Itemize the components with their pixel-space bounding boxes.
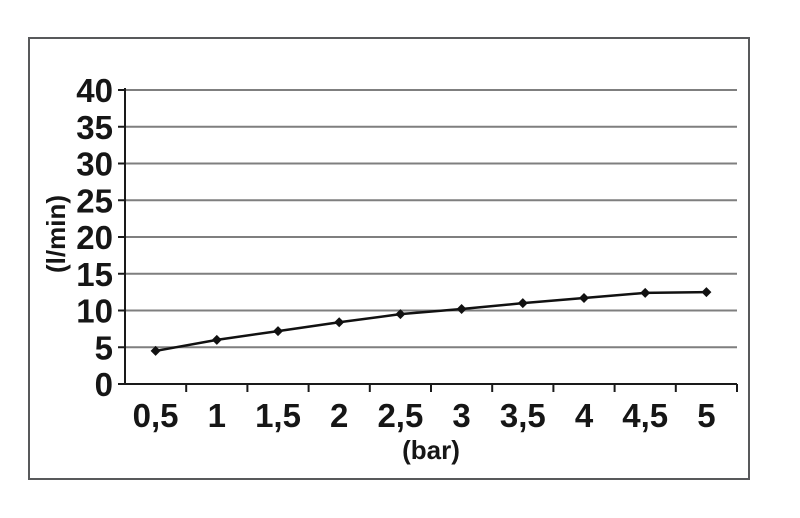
y-tick-label-25: 25 (76, 182, 113, 219)
x-axis-title: (bar) (402, 435, 460, 465)
data-point-marker-flow-rate-curve-9 (701, 287, 712, 298)
y-tick-label-40: 40 (76, 72, 113, 109)
x-tick-label-5: 3 (452, 397, 470, 434)
x-tick-label-4: 2,5 (377, 397, 423, 434)
x-tick-label-8: 4,5 (622, 397, 668, 434)
series-line-flow-rate-curve (155, 290, 707, 353)
data-point-marker-flow-rate-curve-0 (150, 345, 161, 356)
y-tick-label-10: 10 (76, 293, 113, 330)
data-point-marker-flow-rate-curve-8 (640, 287, 651, 298)
y-tick-label-0: 0 (95, 366, 113, 403)
x-tick-label-9: 5 (697, 397, 715, 434)
y-axis-title: (l/min) (41, 195, 71, 273)
x-tick-label-6: 3,5 (500, 397, 546, 434)
chart-frame: 0 5 10 15 20 25 30 35 40 0,5 1 1,5 2 2,5 3 3,5 4 4,5 5 (l/… (28, 37, 750, 480)
data-point-marker-flow-rate-curve-7 (579, 293, 589, 304)
x-tick-label-7: 4 (575, 397, 594, 434)
x-tick-label-2: 1,5 (255, 397, 301, 434)
data-point-marker-flow-rate-curve-2 (273, 326, 283, 337)
x-tick-label-3: 2 (330, 397, 348, 434)
y-tick-label-15: 15 (76, 256, 113, 293)
y-tick-label-20: 20 (76, 219, 113, 256)
data-point-marker-flow-rate-curve-6 (517, 298, 528, 309)
y-tick-label-35: 35 (76, 109, 113, 146)
y-tick-label-5: 5 (95, 329, 113, 366)
x-tick-label-1: 1 (208, 397, 226, 434)
data-point-marker-flow-rate-curve-4 (395, 309, 406, 320)
data-point-marker-flow-rate-curve-3 (334, 317, 345, 328)
data-point-marker-flow-rate-curve-1 (211, 334, 222, 345)
data-point-marker-flow-rate-curve-5 (456, 304, 467, 315)
x-tick-label-0: 0,5 (133, 397, 179, 434)
y-tick-label-30: 30 (76, 146, 113, 183)
